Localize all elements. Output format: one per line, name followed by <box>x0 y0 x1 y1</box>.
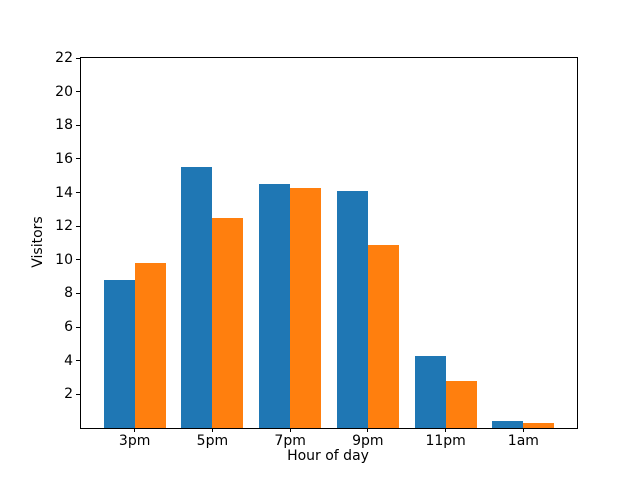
y-tick-mark <box>76 225 80 227</box>
y-tick-mark <box>76 393 80 395</box>
x-tick-label: 9pm <box>352 433 384 449</box>
y-tick-mark <box>76 158 80 160</box>
bar-series-2-11pm <box>445 380 477 428</box>
y-tick-mark <box>76 124 80 126</box>
y-tick-label: 2 <box>64 386 73 403</box>
y-tick-label: 14 <box>55 184 73 201</box>
y-tick-label: 8 <box>64 285 73 302</box>
bar-series-1-3pm <box>103 280 135 428</box>
y-tick-label: 10 <box>55 251 73 268</box>
x-tick-label: 5pm <box>196 433 229 449</box>
x-axis-label: Hour of day <box>287 448 369 464</box>
y-tick-label: 18 <box>55 117 73 134</box>
x-tick-mark <box>522 428 524 432</box>
x-tick-mark <box>134 428 136 432</box>
y-tick-mark <box>76 326 80 328</box>
y-tick-label: 6 <box>64 319 73 336</box>
x-tick-mark <box>445 428 447 432</box>
bar-series-2-5pm <box>212 217 244 428</box>
x-tick-mark <box>367 428 369 432</box>
y-tick-mark <box>76 360 80 362</box>
y-tick-mark <box>76 192 80 194</box>
bar-series-1-7pm <box>259 184 291 428</box>
y-axis-label: Visitors <box>30 216 46 268</box>
plot-area: 2 4 6 8 10 12 14 16 18 20 22 3pm 5pm 7pm 9pm 11pm 1am <box>55 51 578 448</box>
y-tick-mark <box>76 91 80 93</box>
bar-series-1-11pm <box>414 355 446 428</box>
bar-series-2-1am <box>523 422 555 428</box>
y-tick-mark <box>76 292 80 294</box>
y-tick-label: 12 <box>55 218 73 235</box>
x-tick-label: 7pm <box>274 433 306 449</box>
bar-series-1-1am <box>492 421 524 428</box>
y-tick-mark <box>76 259 80 261</box>
y-tick-label: 20 <box>55 83 73 100</box>
x-tick-label: 11pm <box>425 433 466 449</box>
x-tick-label: 1am <box>507 433 539 449</box>
y-tick-mark <box>76 57 80 59</box>
bar-series-2-7pm <box>290 187 322 428</box>
y-tick-label: 22 <box>55 50 73 66</box>
bar-series-2-9pm <box>367 244 399 428</box>
bar-series-1-5pm <box>181 167 213 428</box>
bar-series-1-9pm <box>336 190 368 428</box>
x-tick-mark <box>211 428 213 432</box>
y-tick-label: 4 <box>64 352 73 369</box>
x-tick-mark <box>289 428 291 432</box>
y-tick-label: 16 <box>55 150 73 167</box>
x-tick-label: 3pm <box>118 433 151 449</box>
bar-series-2-3pm <box>134 263 166 428</box>
